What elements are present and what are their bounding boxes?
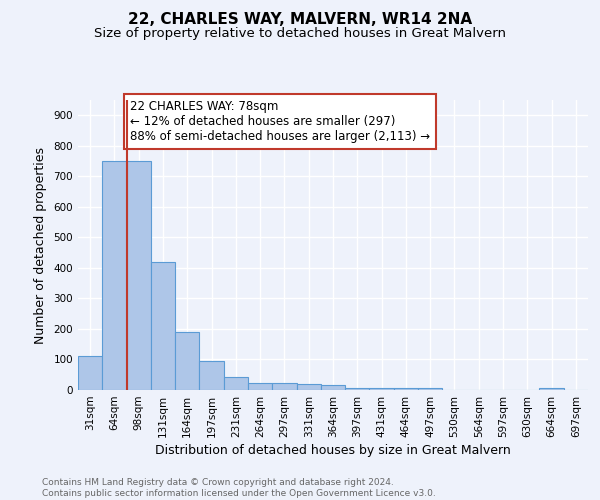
Bar bbox=[418, 388, 442, 390]
Bar bbox=[370, 388, 394, 390]
Bar bbox=[199, 361, 224, 390]
Bar bbox=[248, 384, 272, 390]
Bar bbox=[321, 384, 345, 390]
Bar bbox=[272, 384, 296, 390]
Bar bbox=[151, 262, 175, 390]
Bar bbox=[127, 161, 151, 390]
Bar bbox=[78, 356, 102, 390]
Bar bbox=[175, 332, 199, 390]
Bar bbox=[102, 161, 127, 390]
Text: Contains HM Land Registry data © Crown copyright and database right 2024.
Contai: Contains HM Land Registry data © Crown c… bbox=[42, 478, 436, 498]
Text: 22 CHARLES WAY: 78sqm
← 12% of detached houses are smaller (297)
88% of semi-det: 22 CHARLES WAY: 78sqm ← 12% of detached … bbox=[130, 100, 430, 143]
Bar bbox=[345, 388, 370, 390]
Text: 22, CHARLES WAY, MALVERN, WR14 2NA: 22, CHARLES WAY, MALVERN, WR14 2NA bbox=[128, 12, 472, 28]
X-axis label: Distribution of detached houses by size in Great Malvern: Distribution of detached houses by size … bbox=[155, 444, 511, 457]
Bar bbox=[394, 388, 418, 390]
Bar bbox=[224, 377, 248, 390]
Bar bbox=[539, 388, 564, 390]
Y-axis label: Number of detached properties: Number of detached properties bbox=[34, 146, 47, 344]
Bar bbox=[296, 384, 321, 390]
Text: Size of property relative to detached houses in Great Malvern: Size of property relative to detached ho… bbox=[94, 28, 506, 40]
